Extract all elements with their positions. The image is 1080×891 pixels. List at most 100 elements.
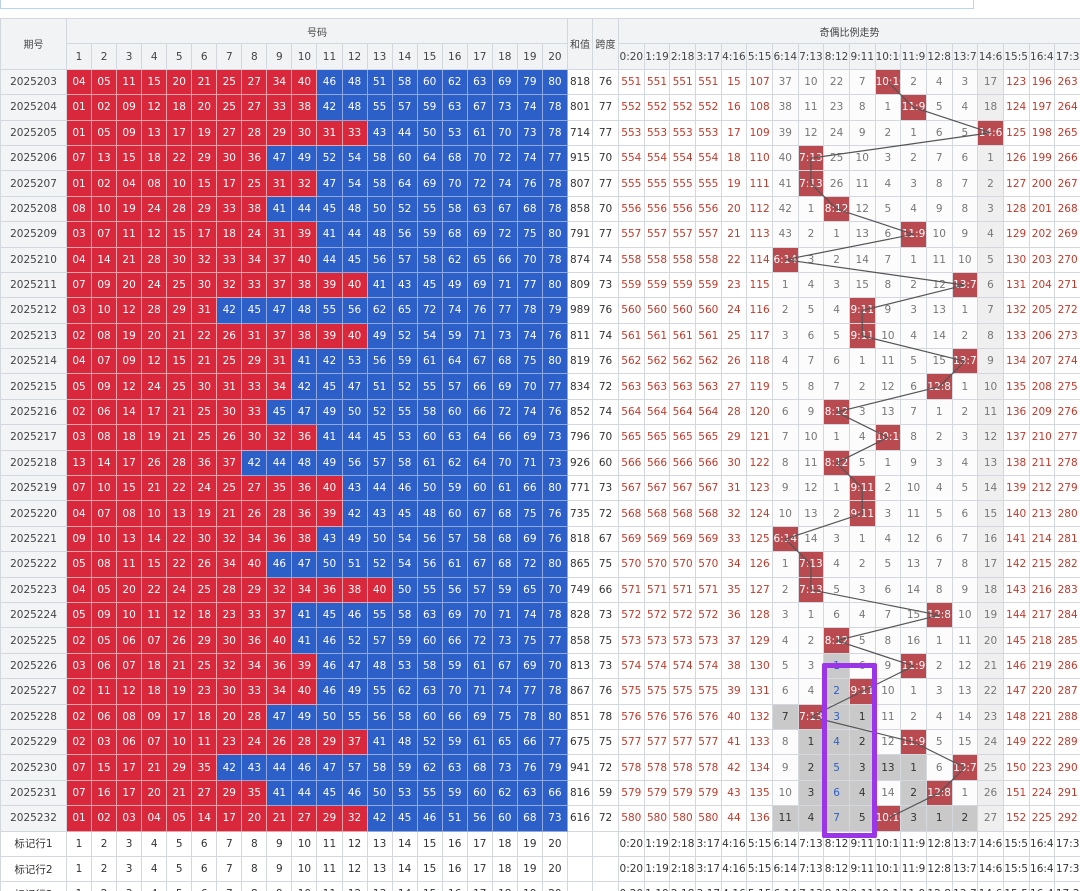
miss-count: 13 [925,297,953,324]
miss-count: 561 [643,322,671,350]
drawn-number: 76 [541,525,569,553]
miss-count: 17 [977,68,1004,96]
miss-count: 23 [823,94,850,121]
drawn-number: 24 [141,271,168,299]
miss-count: 13 [797,500,825,527]
miss-count: 279 [1054,475,1080,502]
drawn-number: 58 [391,601,418,629]
drawn-number: 50 [316,551,343,578]
miss-count: 292 [1054,805,1080,832]
miss-count: 7 [823,373,850,400]
miss-count: 2 [848,551,876,578]
miss-count: 130 [746,652,773,680]
miss-count: 7 [977,297,1004,324]
drawn-number: 11 [116,221,143,248]
drawn-number: 64 [391,170,418,197]
drawn-number: 70 [491,119,518,146]
miss-count: 2 [848,728,876,756]
drawn-number: 15 [166,348,193,375]
drawn-number: 78 [516,703,543,730]
miss-count: 570 [618,551,645,578]
miss-count: 12 [900,525,927,553]
marker-number: 7 [216,855,243,883]
drawn-number: 77 [541,144,569,172]
drawn-number: 01 [65,805,93,832]
miss-count: 2 [951,398,979,426]
drawn-number: 22 [191,322,218,350]
span-value: 73 [592,271,619,299]
drawn-number: 58 [391,449,418,477]
miss-count: 8 [874,271,902,299]
search-box[interactable] [0,0,974,9]
miss-count: 39 [720,678,748,705]
miss-count: 555 [694,170,722,197]
miss-count: 265 [1054,119,1080,146]
drawn-number: 69 [466,271,493,299]
miss-count: 9 [900,449,927,477]
miss-count: 143 [1002,576,1030,603]
drawn-number: 21 [166,398,193,426]
marker-ratio: 8:12 [823,855,850,883]
miss-count: 23 [977,703,1004,730]
miss-count: 225 [1028,805,1056,832]
drawn-number: 06 [91,652,118,680]
trend-column-header: 14:6 [977,43,1004,70]
miss-count: 10 [771,500,799,527]
drawn-number: 40 [241,551,268,578]
drawn-number: 79 [516,68,543,96]
miss-count: 130 [1002,246,1030,273]
miss-count: 575 [694,678,722,705]
marker-number: 13 [366,830,393,857]
miss-count: 5 [900,348,927,375]
miss-count: 10 [797,424,825,451]
miss-count: 32 [720,500,748,527]
drawn-number: 29 [241,576,268,603]
miss-count: 2 [797,221,825,248]
drawn-number: 42 [316,94,343,121]
drawn-number: 20 [166,68,193,96]
miss-count: 1 [874,449,902,477]
drawn-number: 44 [366,475,393,502]
marker-number: 6 [191,881,218,891]
drawn-number: 71 [466,322,493,350]
miss-count: 224 [1028,779,1056,807]
miss-count: 5 [771,652,799,680]
hit-cell: 11:9 [900,728,927,756]
marker-ratio: 12:8 [925,830,953,857]
miss-count: 2 [900,779,927,807]
miss-count: 562 [618,348,645,375]
span-value: 76 [592,678,619,705]
drawn-number: 12 [116,373,143,400]
period: 2025210 [0,246,67,273]
drawn-number: 43 [366,500,393,527]
drawn-number: 24 [191,475,218,502]
miss-count: 1 [925,805,953,832]
number-column-header: 20 [541,43,569,70]
drawn-number: 44 [391,119,418,146]
miss-count: 290 [1054,754,1080,781]
drawn-number: 73 [491,627,518,654]
miss-count: 2 [925,424,953,451]
drawn-number: 09 [116,348,143,375]
miss-count: 4 [925,475,953,502]
miss-count: 3 [823,703,850,730]
miss-count: 269 [1054,221,1080,248]
miss-count: 10 [951,246,979,273]
drawn-number: 41 [316,424,343,451]
drawn-number: 60 [441,398,468,426]
drawn-number: 80 [541,475,569,502]
number-column-header: 19 [516,43,543,70]
drawn-number: 37 [266,246,293,273]
span-value: 60 [592,449,619,477]
miss-count: 2 [848,373,876,400]
drawn-number: 78 [516,297,543,324]
marker-row: 标记行1 1 2 3 4 5 6 7 8 9 10 11 12 13 14 15 16 17 18 19 20 0:20 1… [0,830,1080,857]
drawn-number: 32 [266,576,293,603]
miss-count: 13 [874,754,902,781]
miss-count: 25 [977,754,1004,781]
marker-ratio: 11:9 [900,855,927,883]
span-value: 73 [592,601,619,629]
drawn-number: 45 [316,601,343,629]
drawn-number: 21 [191,348,218,375]
drawn-number: 20 [116,271,143,299]
